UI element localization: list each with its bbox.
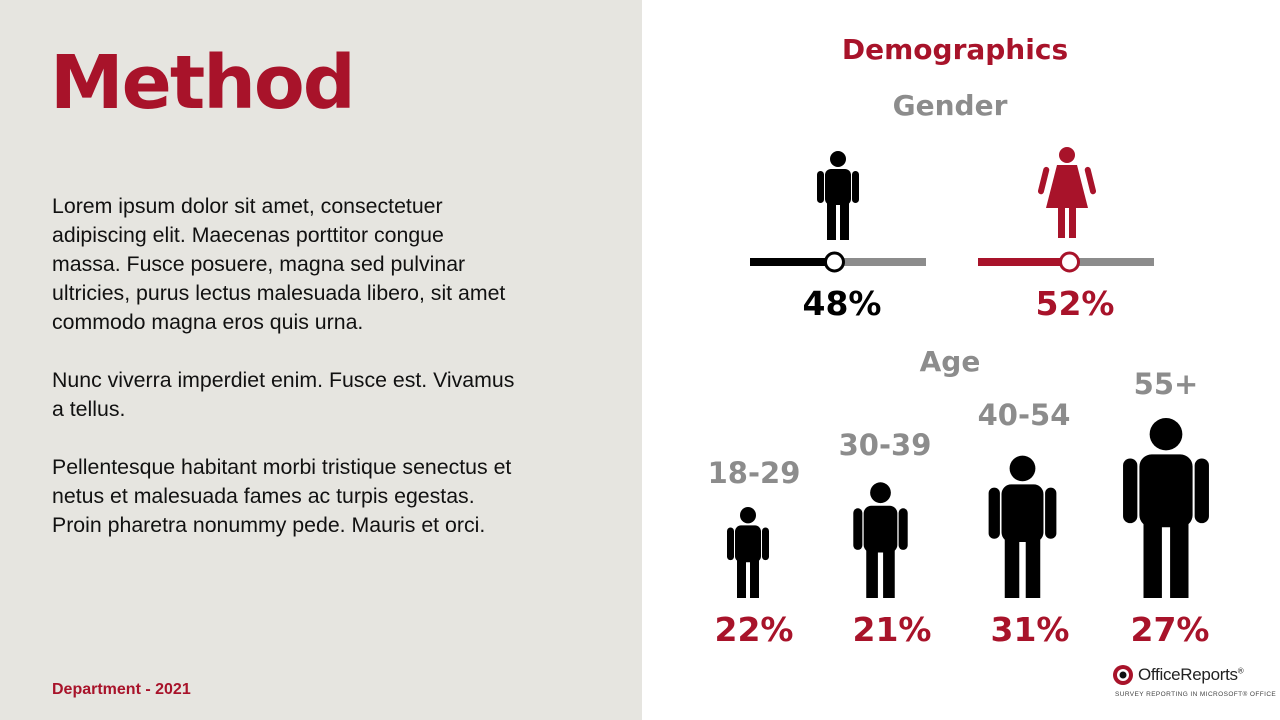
age-percentage-18-29: 22% <box>714 610 794 649</box>
female-slider-knob <box>1059 251 1081 273</box>
age-percentage-40-54: 31% <box>990 610 1070 649</box>
paragraph-3: Pellentesque habitant morbi tristique se… <box>52 455 512 537</box>
age-percentage-30-39: 21% <box>852 610 932 649</box>
male-slider-fill <box>750 258 835 266</box>
officereports-logo: OfficeReports® SURVEY REPORTING IN MICRO… <box>1112 664 1276 704</box>
age-range-18-29: 18-29 <box>707 456 801 490</box>
age-title: Age <box>919 345 981 378</box>
body-text: Lorem ipsum dolor sit amet, consectetuer… <box>52 192 517 569</box>
male-percentage: 48% <box>802 284 882 323</box>
male-share-slider <box>750 251 926 273</box>
female-percentage: 52% <box>1035 284 1115 323</box>
officereports-logo-icon <box>1113 665 1133 685</box>
age-range-30-39: 30-39 <box>838 428 932 462</box>
footer-department: Department - 2021 <box>52 681 191 698</box>
left-panel <box>0 0 642 720</box>
logo-name: OfficeReports® <box>1138 665 1244 684</box>
male-person-icon <box>817 151 859 240</box>
person-icon-55-plus <box>1123 418 1209 598</box>
person-icon-40-54 <box>988 455 1057 598</box>
paragraph-2: Nunc viverra imperdiet enim. Fusce est. … <box>52 368 515 421</box>
female-share-slider <box>978 251 1154 273</box>
age-range-55-plus: 55+ <box>1133 367 1199 401</box>
female-slider-fill <box>978 258 1070 266</box>
male-slider-knob <box>823 251 845 273</box>
person-icon-18-29 <box>727 507 769 598</box>
gender-title: Gender <box>892 89 1008 122</box>
person-icon-30-39 <box>853 482 908 598</box>
female-person-icon <box>1037 147 1097 238</box>
age-range-40-54: 40-54 <box>977 398 1071 432</box>
slide-title: Method <box>50 40 356 126</box>
demographics-title: Demographics <box>841 33 1069 66</box>
paragraph-1: Lorem ipsum dolor sit amet, consectetuer… <box>52 194 506 334</box>
logo-tagline: SURVEY REPORTING IN MICROSOFT® OFFICE <box>1115 691 1277 698</box>
age-percentage-55-plus: 27% <box>1130 610 1210 649</box>
